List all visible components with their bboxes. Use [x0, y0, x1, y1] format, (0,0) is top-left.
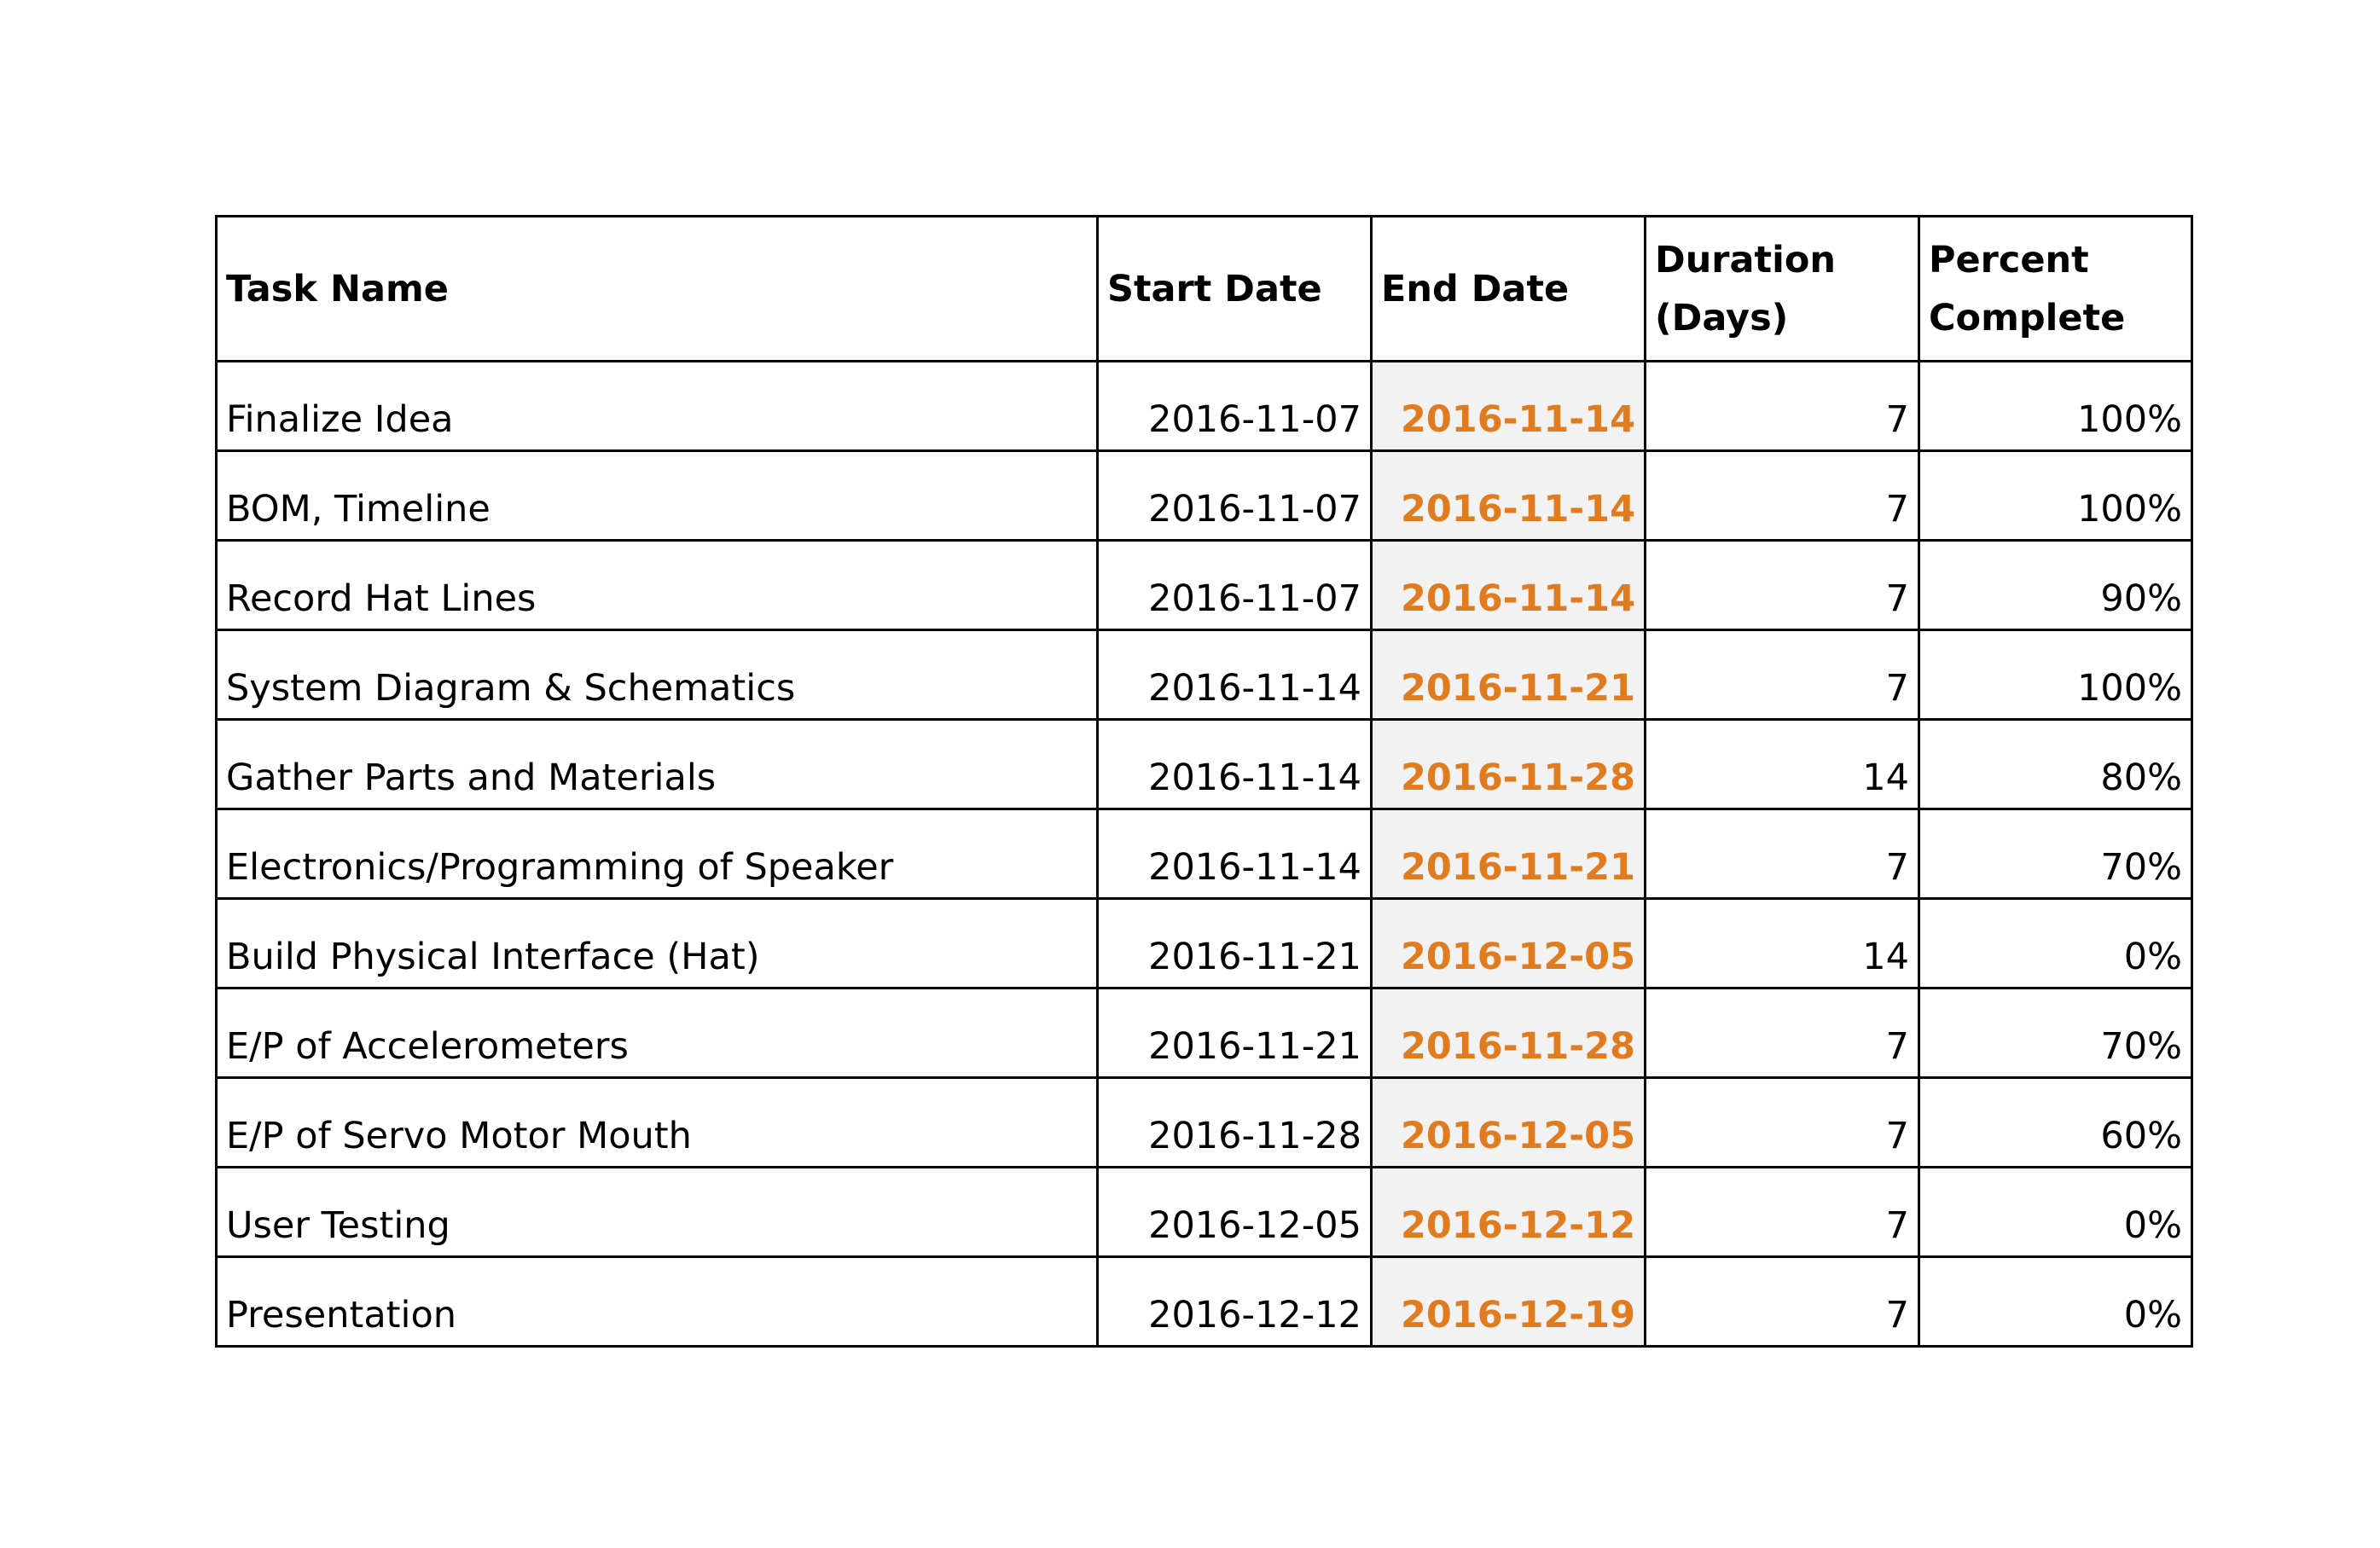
end-date-cell: 2016-11-28	[1370, 987, 1646, 1079]
header-duration: Duration (Days)	[1644, 215, 1920, 362]
start-date-cell: 2016-11-21	[1096, 897, 1373, 989]
percent-complete-cell: 0%	[1918, 897, 2193, 989]
start-date-cell: 2016-12-12	[1096, 1255, 1373, 1348]
table-row: E/P of Accelerometers 2016-11-21 2016-11-2…	[215, 987, 2193, 1079]
start-date-cell: 2016-11-14	[1096, 718, 1373, 810]
percent-complete-cell: 0%	[1918, 1255, 2193, 1348]
table-row: Build Physical Interface (Hat) 2016-11-21…	[215, 897, 2193, 989]
end-date-cell: 2016-11-21	[1370, 808, 1646, 900]
task-name-cell: Finalize Idea	[215, 360, 1099, 452]
percent-complete-cell: 100%	[1918, 360, 2193, 452]
table-body: Finalize Idea 2016-11-07 2016-11-14 7 100% BO…	[215, 360, 2193, 1348]
header-start-date: Start Date	[1096, 215, 1373, 362]
end-date-cell: 2016-11-14	[1370, 360, 1646, 452]
percent-complete-cell: 80%	[1918, 718, 2193, 810]
task-name-cell: E/P of Servo Motor Mouth	[215, 1076, 1099, 1168]
end-date-cell: 2016-12-05	[1370, 1076, 1646, 1168]
duration-cell: 7	[1644, 629, 1920, 721]
percent-complete-cell: 70%	[1918, 987, 2193, 1079]
start-date-cell: 2016-11-28	[1096, 1076, 1373, 1168]
task-name-cell: Presentation	[215, 1255, 1099, 1348]
duration-cell: 7	[1644, 539, 1920, 631]
table-row: System Diagram & Schematics 2016-11-14 201…	[215, 629, 2193, 721]
start-date-cell: 2016-11-07	[1096, 539, 1373, 631]
end-date-cell: 2016-11-14	[1370, 449, 1646, 542]
start-date-cell: 2016-11-07	[1096, 449, 1373, 542]
end-date-cell: 2016-11-21	[1370, 629, 1646, 721]
table-row: E/P of Servo Motor Mouth 2016-11-28 2016-1…	[215, 1076, 2193, 1168]
start-date-cell: 2016-11-14	[1096, 629, 1373, 721]
percent-complete-cell: 70%	[1918, 808, 2193, 900]
duration-cell: 7	[1644, 1255, 1920, 1348]
table-row: Electronics/Programming of Speaker 2016-1…	[215, 808, 2193, 900]
start-date-cell: 2016-11-14	[1096, 808, 1373, 900]
percent-complete-cell: 90%	[1918, 539, 2193, 631]
table-row: Record Hat Lines 2016-11-07 2016-11-14 7 90%	[215, 539, 2193, 631]
task-name-cell: User Testing	[215, 1166, 1099, 1258]
table-row: BOM, Timeline 2016-11-07 2016-11-14 7 100%	[215, 449, 2193, 542]
end-date-cell: 2016-11-14	[1370, 539, 1646, 631]
duration-cell: 14	[1644, 718, 1920, 810]
table-row: Finalize Idea 2016-11-07 2016-11-14 7 100%	[215, 360, 2193, 452]
start-date-cell: 2016-11-21	[1096, 987, 1373, 1079]
project-schedule-table: Task Name Start Date End Date Duration (…	[215, 215, 2193, 1348]
task-name-cell: E/P of Accelerometers	[215, 987, 1099, 1079]
task-name-cell: BOM, Timeline	[215, 449, 1099, 542]
duration-cell: 7	[1644, 1166, 1920, 1258]
table-row: Gather Parts and Materials 2016-11-14 2016…	[215, 718, 2193, 810]
percent-complete-cell: 100%	[1918, 629, 2193, 721]
duration-cell: 7	[1644, 808, 1920, 900]
start-date-cell: 2016-11-07	[1096, 360, 1373, 452]
task-name-cell: Record Hat Lines	[215, 539, 1099, 631]
header-row: Task Name Start Date End Date Duration (…	[215, 215, 2193, 362]
task-name-cell: Build Physical Interface (Hat)	[215, 897, 1099, 989]
end-date-cell: 2016-12-05	[1370, 897, 1646, 989]
duration-cell: 7	[1644, 987, 1920, 1079]
table-row: User Testing 2016-12-05 2016-12-12 7 0%	[215, 1166, 2193, 1258]
start-date-cell: 2016-12-05	[1096, 1166, 1373, 1258]
header-percent-complete: Percent Complete	[1918, 215, 2193, 362]
task-name-cell: Electronics/Programming of Speaker	[215, 808, 1099, 900]
end-date-cell: 2016-11-28	[1370, 718, 1646, 810]
table-row: Presentation 2016-12-12 2016-12-19 7 0%	[215, 1255, 2193, 1348]
end-date-cell: 2016-12-12	[1370, 1166, 1646, 1258]
duration-cell: 7	[1644, 449, 1920, 542]
duration-cell: 7	[1644, 1076, 1920, 1168]
duration-cell: 14	[1644, 897, 1920, 989]
header-end-date: End Date	[1370, 215, 1646, 362]
end-date-cell: 2016-12-19	[1370, 1255, 1646, 1348]
percent-complete-cell: 0%	[1918, 1166, 2193, 1258]
percent-complete-cell: 60%	[1918, 1076, 2193, 1168]
task-name-cell: Gather Parts and Materials	[215, 718, 1099, 810]
header-task-name: Task Name	[215, 215, 1099, 362]
duration-cell: 7	[1644, 360, 1920, 452]
task-name-cell: System Diagram & Schematics	[215, 629, 1099, 721]
percent-complete-cell: 100%	[1918, 449, 2193, 542]
